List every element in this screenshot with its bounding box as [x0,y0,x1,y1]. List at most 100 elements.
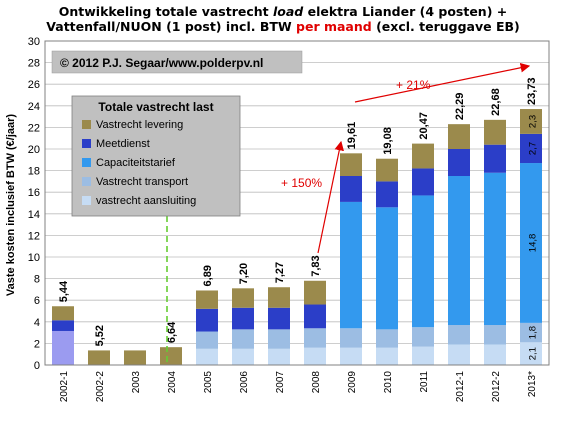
legend-swatch [82,177,91,186]
annotation-plus-150: + 150% [281,176,322,190]
bar-segment [304,280,326,305]
bar-segment [376,347,398,365]
x-tick-label: 2005 [203,371,214,394]
bar-total-label: 6,89 [202,265,214,286]
bar-total-label: 7,83 [310,255,322,276]
chart-title-line-2: Vattenfall/NUON (1 post) incl. BTW per m… [46,19,519,34]
x-tick-label: 2013* [527,371,538,397]
x-tick-label: 2012-1 [455,371,466,403]
title-part: per maand [296,19,372,34]
x-tick-label: 2006 [239,371,250,394]
bar-segment [520,109,542,134]
growth-arrows [317,63,531,254]
copyright-box [51,50,303,74]
y-tick-label: 8 [34,274,40,286]
legend-entry-label: Capaciteitstarief [96,157,176,169]
bar-segment [268,348,290,365]
legend-swatch [82,158,91,167]
y-axis-label: Vaste kosten inclusief BTW (€/jaar) [5,114,17,297]
y-tick-label: 14 [28,209,40,221]
bar-total-label: 5,52 [94,325,106,346]
bar-segment [340,347,362,365]
bar-segment [268,307,290,330]
legend: Totale vastrecht last Vastrecht levering… [71,95,241,217]
y-tick-label: 30 [28,36,40,48]
segment-value-label: 2,1 [528,347,539,360]
y-tick-label: 2 [34,338,40,350]
bar-segment [52,330,74,365]
y-tick-label: 18 [28,166,40,178]
legend-entry-label: vastrecht aansluiting [96,195,196,207]
chart-title-line-1: Ontwikkeling totale vastrecht load elekt… [59,4,508,19]
arrow-plus-150 [317,140,344,254]
bar-segment [124,350,146,365]
bar-total-label: 19,61 [346,122,358,150]
bar-segment [340,176,362,202]
bar-segment [520,133,542,164]
y-tick-label: 12 [28,230,40,242]
bar-segment [412,168,434,196]
total-labels: 5,44 5,52 6,64 6,89 7,20 7,27 7,83 19,61 19,08 20… [58,78,538,347]
bar-total-label: 23,73 [526,78,538,106]
bar-segment [160,347,182,365]
legend-swatch [82,120,91,129]
bars: 2,1 1,8 14,8 2,7 2,3 [52,109,542,365]
x-tick-label: 2002-1 [59,371,70,403]
x-tick-label: 2010 [383,371,394,394]
bar-total-label: 22,68 [490,88,502,116]
bar-segment [340,328,362,348]
arrow-plus-21 [354,63,531,103]
bar-segment [340,201,362,329]
legend-swatch [82,139,91,148]
bar-segment [196,308,218,332]
bar-segment [196,290,218,309]
bar-segment [484,119,506,145]
annotation-plus-21: + 21% [396,78,431,92]
x-tick-label: 2012-2 [491,371,502,403]
legend-title: Totale vastrecht last [98,100,213,114]
bar-segment [52,320,74,331]
bar-segment [412,327,434,347]
legend-box [71,95,241,217]
x-tick-label: 2002-2 [95,371,106,403]
bar-total-label: 19,08 [382,127,394,155]
bar-total-label: 6,64 [166,321,178,343]
bar-segment [484,344,506,365]
y-tick-label: 10 [28,252,40,264]
y-tick-label: 16 [28,187,40,199]
title-part: elektra Liander (4 posten) + [303,4,507,19]
bar-segment [484,172,506,326]
y-tick-label: 4 [34,317,40,329]
segment-value-label: 2,7 [528,142,539,155]
bar-segment [196,331,218,349]
bar-segment [412,143,434,169]
x-tick-label: 2011 [419,371,430,393]
title-part: (excl. teruggave EB) [372,19,520,34]
bar-segment [448,124,470,149]
bar-segment [376,207,398,330]
bar-segment [412,346,434,365]
bar-segment [304,347,326,365]
bar-segment [304,328,326,348]
title-part: load [273,4,304,19]
legend-entry-label: Meetdienst [96,138,150,150]
title-part: Ontwikkeling totale vastrecht [59,4,273,19]
bar-segment [484,144,506,173]
bar-total-label: 20,47 [418,112,430,140]
bar-segment [376,181,398,208]
legend-entry-label: Vastrecht transport [96,176,188,188]
bar-segment [232,348,254,365]
bar-segment [88,350,110,365]
segment-value-label: 14,8 [528,234,539,253]
bar-segment [376,329,398,348]
y-tick-label: 6 [34,295,40,307]
bar-segment [304,304,326,329]
bar-segment [196,348,218,365]
bar-segment [232,288,254,308]
bar-segment [520,322,542,343]
bar-segment [232,329,254,349]
bar-segment [232,307,254,330]
bar-segment [448,176,470,326]
bar-segment [520,163,542,323]
